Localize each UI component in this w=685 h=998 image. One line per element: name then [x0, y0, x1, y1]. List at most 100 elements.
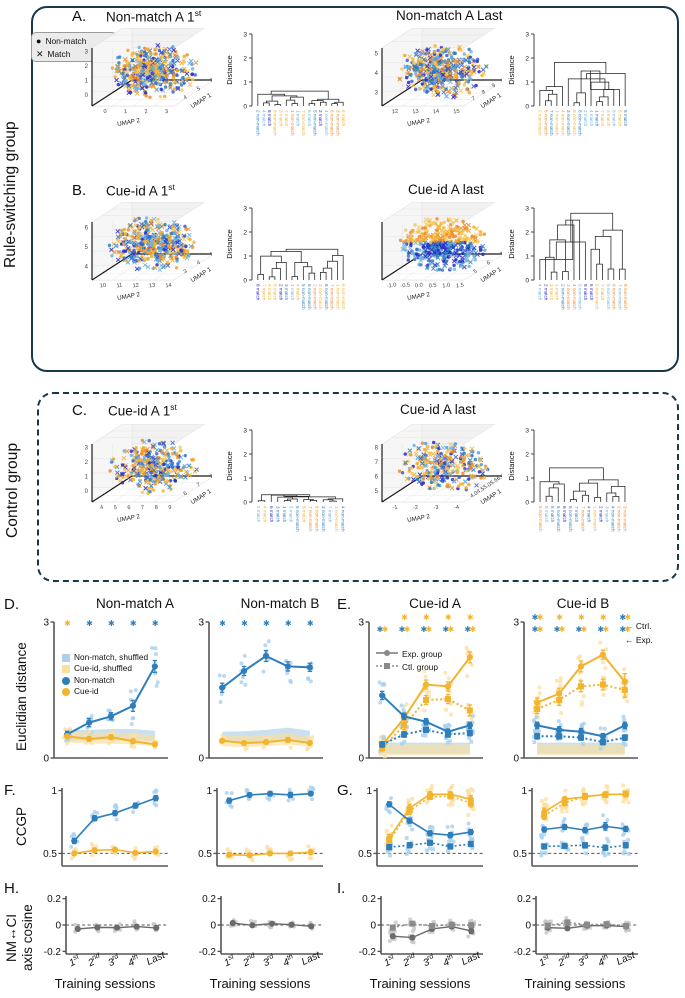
plot-h-non-match-a: -0.2 0 0.2: [40, 890, 170, 958]
svg-text:2: 2: [243, 56, 247, 63]
svg-text:-0.2: -0.2: [514, 947, 532, 958]
significance-star: ✱: [624, 613, 632, 622]
svg-text:UMAP 2: UMAP 2: [407, 513, 431, 524]
control-group-box: [37, 392, 679, 582]
svg-text:6: 6: [486, 260, 492, 267]
svg-text:4: 4: [100, 505, 104, 511]
panel-c-letter: C.: [72, 402, 87, 419]
svg-text:1: 1: [51, 786, 57, 797]
significance-star: ✱: [403, 625, 411, 634]
svg-text:0: 0: [525, 278, 529, 285]
svg-text:5: 5: [209, 251, 212, 258]
legend-label-match: Match: [47, 49, 71, 59]
svg-text:UMAP 2: UMAP 2: [117, 291, 141, 302]
svg-text:4: 4: [196, 260, 202, 267]
dendrogram-leaf-label: 4 match: [263, 506, 268, 523]
dendrogram-leaf-label: 1 non-match: [290, 110, 295, 136]
svg-text:2: 2: [525, 230, 529, 237]
dendrogram-leaf-label: 5 non-match: [556, 506, 561, 532]
svg-text:7: 7: [471, 96, 477, 103]
svg-text:Distance: Distance: [225, 451, 234, 481]
significance-star: ✱: [619, 625, 627, 634]
svg-text:Distance: Distance: [507, 55, 516, 85]
panel-b-letter: B.: [72, 182, 87, 199]
svg-text:0: 0: [243, 278, 247, 285]
dendrogram-leaf-label: 8 match: [583, 284, 588, 301]
svg-text:12: 12: [132, 283, 139, 290]
significance-row: ✱ ✱ ✱ ✱: [355, 614, 485, 626]
panel-a-title-left: Non-match A 1st: [106, 8, 202, 25]
legend-label: Cue-id, shuffled: [74, 663, 132, 674]
dendrogram-leaf-label: 7 match: [600, 110, 605, 127]
svg-text:UMAP 1: UMAP 1: [480, 266, 502, 284]
significance-star: ✱: [556, 613, 563, 622]
dotted-line-square-icon: [376, 661, 398, 674]
rule-switching-group-box: [31, 6, 679, 372]
dendrogram-leaf-label: 4 match: [261, 110, 266, 127]
dendrogram-leaf-label: 3 non-match: [623, 506, 628, 532]
dendrogram-leaf-label: 6 match: [341, 110, 346, 127]
svg-text:3: 3: [243, 32, 247, 39]
dendrogram-leaf-label: 4 non-match: [324, 110, 329, 136]
svg-text:0.2: 0.2: [362, 894, 376, 905]
significance-star: ✱: [536, 613, 544, 622]
ylabel-euclidian-distance: Euclidian distance: [14, 642, 29, 752]
svg-text:3: 3: [375, 90, 379, 96]
svg-text:14: 14: [433, 109, 440, 116]
svg-text:Distance: Distance: [507, 229, 516, 259]
svg-text:-0.5: -0.5: [400, 282, 410, 289]
dendrogram-leaf-label: 7 match: [574, 506, 579, 523]
dendrogram-leaf-label: 1 non-match: [555, 110, 560, 136]
svg-text:1: 1: [85, 78, 89, 84]
svg-text:UMAP 2: UMAP 2: [407, 291, 431, 302]
svg-text:3: 3: [43, 618, 49, 629]
significance-star: ✱: [64, 619, 71, 628]
dendrogram-leaf-label: 2 non-match: [560, 284, 565, 310]
svg-text:UMAP 1: UMAP 1: [190, 266, 212, 284]
dendrogram-leaf-label: 6 non-match: [330, 110, 335, 136]
dendrogram-leaf-label: 2 match: [543, 284, 548, 301]
significance-star: ✱: [597, 625, 605, 634]
dendrogram-leaf-label: 1 match: [595, 110, 600, 127]
significance-star: ✱: [381, 625, 389, 634]
svg-text:2: 2: [144, 109, 148, 115]
legend-label: Non-match, shuffled: [74, 652, 149, 662]
svg-text:5: 5: [196, 86, 202, 93]
svg-text:1: 1: [243, 476, 247, 483]
dendrogram-leaf-label: 5 non-match: [577, 284, 582, 310]
x-axis-ticks: 1st 2nd 3rd 4th Last: [40, 950, 170, 976]
xlabel-col2: Training sessions: [209, 976, 311, 991]
svg-text:-3: -3: [433, 505, 439, 512]
dendrogram-leaf-label: 8 match: [623, 110, 628, 127]
svg-text:3: 3: [525, 206, 529, 213]
dendrogram-leaf-label: 8 non-match: [324, 284, 329, 310]
svg-text:10: 10: [100, 283, 107, 290]
svg-text:3: 3: [358, 618, 364, 629]
svg-text:0: 0: [513, 754, 519, 762]
svg-text:5: 5: [375, 489, 379, 495]
dendrogram-leaf-label: 6 match: [589, 284, 594, 301]
dot-icon: ●: [36, 36, 42, 46]
dendrogram-leaf-label: 6 match: [562, 506, 567, 523]
svg-text:1.5: 1.5: [456, 282, 465, 289]
panel-i-letter: I.: [337, 880, 346, 897]
svg-text:3: 3: [513, 618, 519, 629]
legend-label: Cue-id: [74, 686, 99, 697]
dendrogram-leaf-label: 7 non-match: [617, 284, 622, 310]
dendrogram-leaf-label: 1 match: [290, 284, 295, 301]
significance-star: ✱: [580, 625, 588, 634]
dendrogram-leaf-label: 5 match: [307, 110, 312, 127]
significance-star: ✱: [444, 613, 452, 622]
significance-star: ✱: [464, 625, 472, 634]
dendrogram-leaf-label: 2 non-match: [256, 110, 261, 136]
significance-star: ✱: [219, 619, 226, 628]
svg-text:3: 3: [243, 428, 247, 435]
dendrogram-leaf-label: 5 non-match: [543, 110, 548, 136]
legend-item: Non-match, shuffled: [62, 652, 148, 663]
solid-line-circle-icon: [376, 648, 398, 661]
plot-f-non-match-a: 0.5 1: [40, 782, 170, 870]
svg-text:-0.2: -0.2: [44, 947, 62, 958]
umap-plot-c-first: 0 1 2 3 4 5 6 7 8 9 6 7 8 UMAP 2 UMAP 1: [62, 424, 212, 564]
panel-b-title-right: Cue-id A last: [408, 182, 484, 197]
